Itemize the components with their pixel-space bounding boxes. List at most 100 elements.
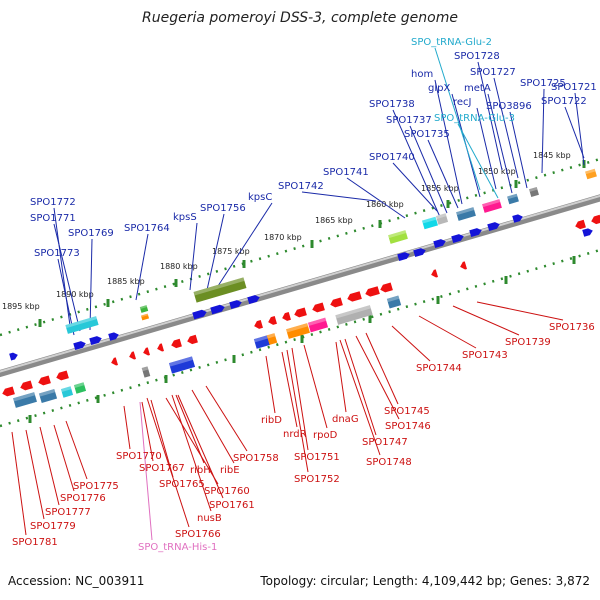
leader-line [392, 326, 430, 361]
gene-label-spo1736: SPO1736 [549, 322, 595, 333]
genome-map: 1845 kbp1850 kbp1855 kbp1860 kbp1865 kbp… [0, 0, 600, 600]
gene-feature [379, 282, 393, 293]
gene-label-spo1772: SPO1772 [30, 197, 76, 208]
ruler-tick [175, 279, 178, 287]
gene-feature [286, 323, 310, 339]
gene-feature [194, 277, 247, 302]
gene-label-spo1771: SPO1771 [30, 213, 76, 224]
gene-label-spo-trna-his-1: SPO_tRNA-His-1 [138, 542, 217, 553]
gene-label-rpod: rpoD [313, 430, 338, 441]
gene-label-recj: recJ [453, 97, 472, 108]
gene-label-spo1761: SPO1761 [209, 500, 255, 511]
gene-feature [156, 343, 164, 352]
leader-line [206, 386, 247, 451]
gene-feature [335, 305, 372, 325]
gene-label-kpsc: kpsC [248, 192, 272, 203]
gene-label-spo1747: SPO1747 [362, 437, 408, 448]
kbp-label: 1875 kbp [212, 247, 250, 256]
kbp-label: 1895 kbp [2, 302, 40, 311]
gene-label-dnag: dnaG [332, 414, 359, 425]
gene-label-spo3896: SPO3896 [486, 101, 532, 112]
gene-label-spo1739: SPO1739 [505, 337, 551, 348]
gene-feature [39, 389, 57, 403]
ruler-tick [573, 256, 576, 264]
kbp-label: 1865 kbp [315, 216, 353, 225]
gene-label-spo1773: SPO1773 [34, 248, 80, 259]
gene-feature [110, 357, 118, 366]
leader-line [54, 224, 80, 331]
ruler-tick [437, 296, 440, 304]
accession-text: Accession: NC_003911 [8, 574, 144, 588]
ruler-tick [233, 355, 236, 363]
gene-feature [267, 316, 277, 326]
ruler-tick [243, 260, 246, 268]
gene-label-spo1743: SPO1743 [462, 350, 508, 361]
gene-label-spo1779: SPO1779 [30, 521, 76, 532]
gene-label-spo1764: SPO1764 [124, 223, 170, 234]
ruler-tick [165, 375, 168, 383]
leader-line [90, 239, 92, 330]
gene-label-spo1727: SPO1727 [470, 67, 516, 78]
gene-feature [507, 194, 519, 204]
gene-feature [308, 318, 328, 333]
leader-line [26, 430, 44, 519]
gene-label-spo-trna-glu-2: SPO_tRNA-Glu-2 [411, 37, 492, 48]
gene-label-meta: metA [464, 83, 491, 94]
gene-label-spo1770: SPO1770 [116, 451, 162, 462]
gene-feature [311, 302, 325, 313]
gene-label-spo1738: SPO1738 [369, 99, 415, 110]
leader-line [419, 316, 476, 348]
gene-label-nrdr: nrdR [283, 429, 307, 440]
gene-feature [142, 366, 151, 377]
gene-feature [55, 370, 69, 381]
gene-feature [436, 213, 448, 224]
gene-label-glpx: glpX [428, 83, 450, 94]
gene-feature [459, 261, 467, 270]
gene-feature [19, 380, 33, 391]
gene-label-spo1765: SPO1765 [159, 479, 205, 490]
gene-feature [574, 220, 586, 230]
gene-feature [329, 297, 343, 308]
gene-label-ribe: ribE [220, 465, 240, 476]
leader-line [453, 306, 519, 335]
gene-label-kpss: kpsS [173, 212, 197, 223]
ruler-tick [515, 180, 518, 188]
gene-label-spo1744: SPO1744 [416, 363, 462, 374]
leader-line [66, 421, 87, 479]
gene-label-spo1767: SPO1767 [139, 463, 185, 474]
gene-feature [142, 347, 150, 356]
gene-feature [482, 199, 502, 213]
ruler-tick [311, 240, 314, 248]
gene-label-spo1751: SPO1751 [294, 452, 340, 463]
ruler-tick [39, 319, 42, 327]
gene-label-spo1721: SPO1721 [551, 82, 597, 93]
leader-line [366, 333, 398, 404]
gene-feature [582, 227, 594, 237]
leader-line [428, 140, 458, 208]
gene-feature [141, 314, 149, 321]
gene-label-hom: hom [411, 69, 433, 80]
gene-feature [1, 386, 15, 397]
leader-line [218, 203, 272, 286]
gene-feature [61, 386, 73, 397]
gene-label-spo1737: SPO1737 [386, 115, 432, 126]
gene-label-spo1748: SPO1748 [366, 457, 412, 468]
leader-line [124, 406, 130, 449]
gene-feature [364, 286, 380, 298]
gene-label-spo1777: SPO1777 [45, 507, 91, 518]
gene-feature [422, 217, 438, 230]
ruler-tick [505, 276, 508, 284]
leader-line [302, 192, 376, 201]
gene-feature [388, 230, 408, 244]
leader-line [190, 223, 197, 290]
gene-feature [186, 335, 198, 345]
gene-feature [170, 339, 182, 349]
leader-line [266, 356, 275, 413]
kbp-label: 1855 kbp [421, 184, 459, 193]
gene-label-spo1745: SPO1745 [384, 406, 430, 417]
ruler-ticks [29, 160, 586, 423]
leader-line [477, 302, 563, 320]
kbp-label: 1870 kbp [264, 233, 302, 242]
topology-text: Topology: circular; Length: 4,109,442 bp… [260, 574, 590, 588]
gene-label-nusb: nusB [197, 513, 222, 524]
